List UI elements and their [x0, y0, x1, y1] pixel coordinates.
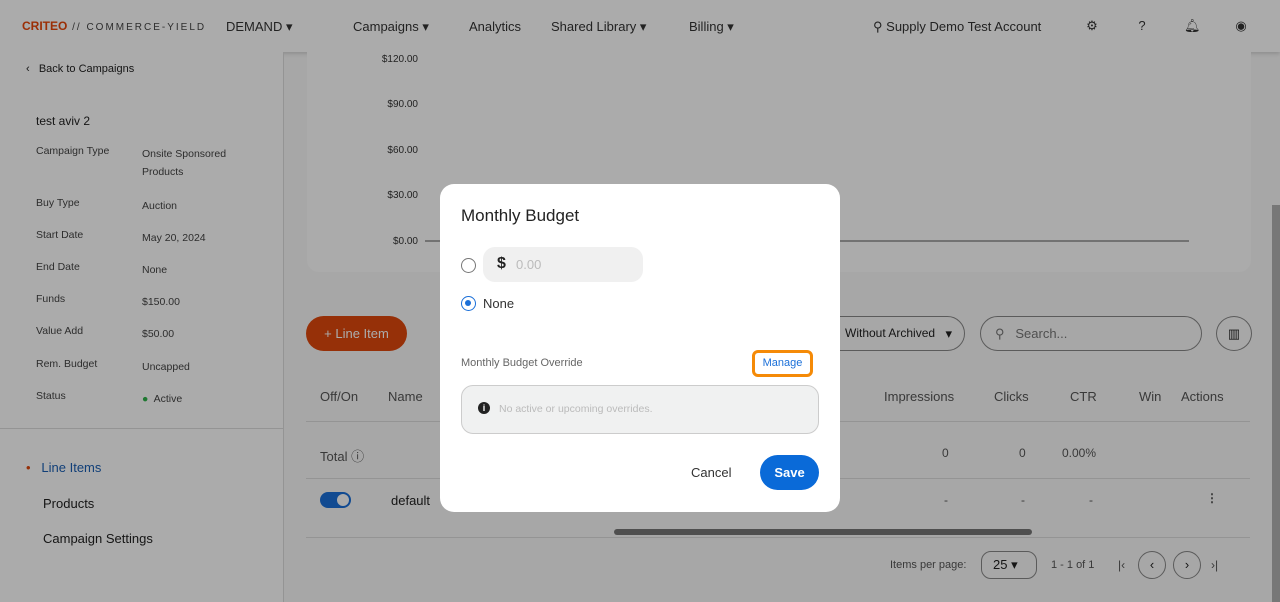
detail-rem-budget: Rem. Budget Uncapped	[36, 358, 190, 373]
status-dot-icon: ●	[142, 393, 149, 405]
last-page-icon[interactable]: ›|	[1211, 558, 1219, 572]
y-tick: $0.00	[392, 236, 418, 247]
detail-status: Status ● Active	[36, 390, 183, 405]
override-label: Monthly Budget Override	[461, 357, 583, 369]
detail-start-date: Start Date May 20, 2024	[36, 229, 206, 244]
total-ctr: 0.00%	[1062, 446, 1097, 460]
y-tick: $60.00	[387, 145, 418, 156]
col-name[interactable]: Name	[388, 389, 423, 404]
dollar-icon: $	[497, 255, 506, 272]
y-tick: $90.00	[387, 99, 418, 110]
cancel-button[interactable]: Cancel	[691, 465, 732, 480]
search-icon: ⚲	[873, 19, 883, 34]
line-item-toggle[interactable]	[320, 492, 351, 508]
info-icon: ⓘ	[351, 449, 365, 464]
sidebar-item-campaign-settings[interactable]: Campaign Settings	[43, 531, 153, 546]
logo[interactable]: CRITEO // COMMERCE-YIELD	[22, 19, 207, 33]
manage-link[interactable]: Manage	[752, 350, 813, 377]
sidebar-item-products[interactable]: Products	[43, 496, 95, 511]
first-page-icon[interactable]: |‹	[1118, 558, 1126, 572]
sidebar-item-line-items[interactable]: • Line Items	[26, 460, 102, 475]
divider	[306, 537, 1250, 538]
col-clicks[interactable]: Clicks	[994, 389, 1029, 404]
row-ctr: -	[1089, 493, 1093, 507]
gear-icon[interactable]: ⚙	[1086, 18, 1098, 33]
account-icon[interactable]: ◉	[1235, 18, 1247, 33]
sidebar: ‹ Back to Campaigns test aviv 2 Campaign…	[0, 52, 284, 602]
campaign-name: test aviv 2	[36, 114, 91, 128]
demand-menu[interactable]: DEMAND ▾	[226, 19, 293, 34]
monthly-budget-dialog: Monthly Budget $ 0.00 None Monthly Budge…	[440, 184, 840, 512]
y-tick: $30.00	[387, 190, 418, 201]
page-scrollbar[interactable]	[1272, 205, 1280, 602]
nav-billing[interactable]: Billing ▾	[689, 19, 734, 34]
dialog-title: Monthly Budget	[461, 206, 580, 225]
detail-end-date: End Date None	[36, 261, 168, 276]
none-label: None	[483, 296, 515, 311]
next-page-icon[interactable]: ›	[1173, 551, 1201, 579]
amount-input[interactable]: $ 0.00	[483, 247, 643, 282]
chevron-down-icon: ▾	[945, 326, 952, 341]
none-radio[interactable]	[461, 296, 476, 311]
horizontal-scrollbar[interactable]	[614, 529, 1032, 535]
col-ctr[interactable]: CTR	[1070, 389, 1097, 404]
more-actions-icon[interactable]: ⋮	[1206, 491, 1218, 505]
search-input[interactable]: ⚲ Search...	[980, 316, 1202, 351]
detail-value-add: Value Add $50.00	[36, 325, 175, 340]
columns-icon[interactable]: ▥	[1216, 316, 1252, 351]
info-icon: i	[478, 402, 490, 414]
amount-radio[interactable]	[461, 258, 476, 273]
bell-icon[interactable]: 🔔︎	[1184, 18, 1201, 33]
detail-funds: Funds $150.00	[36, 293, 180, 308]
nav-analytics[interactable]: Analytics	[469, 19, 522, 34]
account-switcher[interactable]: ⚲ Supply Demo Test Account	[873, 19, 1042, 34]
total-impressions: 0	[942, 446, 949, 460]
total-clicks: 0	[1019, 446, 1026, 460]
items-per-page-label: Items per page:	[890, 559, 967, 571]
save-button[interactable]: Save	[760, 455, 819, 490]
col-off-on: Off/On	[320, 389, 359, 404]
archive-filter-value: Without Archived	[845, 326, 936, 340]
detail-campaign-type: Campaign Type Onsite Sponsored Products	[36, 145, 227, 178]
col-actions: Actions	[1181, 389, 1224, 404]
total-label: Total ⓘ	[320, 449, 365, 464]
divider	[0, 428, 284, 429]
col-impressions[interactable]: Impressions	[884, 389, 955, 404]
y-tick: $120.00	[381, 54, 418, 65]
page-range: 1 - 1 of 1	[1051, 559, 1095, 571]
back-to-campaigns-link[interactable]: ‹ Back to Campaigns	[26, 63, 135, 75]
nav-shared-library[interactable]: Shared Library ▾	[551, 19, 647, 34]
col-win[interactable]: Win	[1139, 389, 1162, 404]
add-line-item-button[interactable]: + Line Item	[306, 316, 407, 351]
nav-campaigns[interactable]: Campaigns ▾	[353, 19, 429, 34]
row-clicks: -	[1021, 493, 1025, 507]
row-impressions: -	[944, 493, 948, 507]
per-page-select[interactable]: 25 ▾	[981, 551, 1037, 579]
help-icon[interactable]: ?	[1138, 18, 1146, 33]
prev-page-icon[interactable]: ‹	[1138, 551, 1166, 579]
override-info-box: i No active or upcoming overrides.	[461, 385, 819, 434]
line-item-name-link[interactable]: default	[391, 493, 431, 508]
detail-buy-type: Buy Type Auction	[36, 197, 178, 212]
